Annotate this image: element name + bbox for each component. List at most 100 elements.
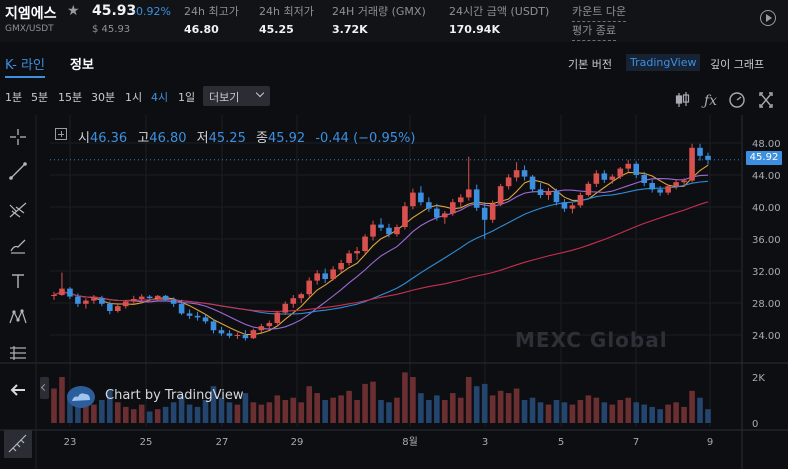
candle-body [633, 163, 640, 175]
chart-tools: ƒx [675, 92, 773, 109]
candle-body [202, 317, 209, 322]
volume-axis-label: 2K [752, 373, 765, 384]
interval-15m[interactable]: 15분 [58, 91, 83, 104]
volume-bar [194, 406, 201, 423]
fullscreen-icon[interactable] [759, 92, 773, 108]
favorite-star-icon[interactable]: ★ [67, 3, 80, 19]
volume-bar [394, 397, 400, 423]
volume-bar [386, 402, 392, 423]
low-value: 45.25 [259, 23, 294, 36]
candle-body [274, 312, 281, 323]
ruler-icon[interactable] [4, 430, 32, 458]
candle-body [657, 189, 663, 193]
candle-body [529, 176, 536, 190]
candle-body [67, 288, 73, 297]
amount-value: 170.94K [449, 23, 500, 36]
candle-body [402, 206, 408, 227]
volume-bar [218, 397, 225, 423]
text-tool-icon[interactable] [8, 271, 28, 291]
volume-bar [561, 402, 568, 423]
pattern-tool-icon[interactable] [8, 307, 28, 327]
candle-body [681, 180, 687, 183]
time-axis-label: 25 [140, 437, 153, 448]
volume-bar [314, 393, 320, 423]
candle-body [505, 177, 512, 187]
chart-area[interactable]: 48.00 44.00 40.00 36.00 32.00 28.00 24.00 23 25 2… [0, 115, 788, 469]
volume-bar [489, 395, 496, 423]
tradingview-logo-icon[interactable] [67, 386, 95, 408]
play-icon[interactable] [760, 10, 776, 26]
volume-bar [242, 393, 249, 423]
legend-toggle-icon[interactable] [55, 128, 67, 140]
candlestick-chart[interactable]: 48.00 44.00 40.00 36.00 32.00 28.00 24.00 23 25 2… [0, 115, 788, 469]
candle-body [338, 263, 344, 270]
volume-bar [122, 406, 129, 423]
collapse-toolbar-handle[interactable] [40, 377, 49, 399]
volume-bar [154, 409, 161, 423]
volume-bar [67, 397, 73, 423]
volume-axis-label: 0 [752, 419, 758, 430]
tradingview-button[interactable]: TradingView [626, 54, 701, 71]
volume-bar [513, 388, 520, 423]
trend-line-icon[interactable] [8, 161, 28, 181]
interval-1m[interactable]: 1분 [5, 91, 23, 104]
candle-body [545, 191, 552, 195]
volume-bar [537, 402, 544, 423]
volume-bar [689, 390, 695, 423]
candle-body [473, 189, 480, 208]
volume-bar [569, 404, 576, 423]
candle-body [226, 333, 233, 336]
candle-body [410, 192, 416, 207]
candle-type-icon[interactable] [675, 92, 690, 107]
volume-bar [330, 397, 336, 423]
interval-5m[interactable]: 5분 [31, 91, 49, 104]
measure-tool-icon[interactable] [8, 343, 28, 363]
volume-bar [162, 406, 169, 423]
price-change: -0.92% [132, 5, 171, 18]
volume-bar [322, 400, 328, 423]
candle-body [362, 236, 368, 251]
candle-body [497, 186, 504, 204]
time-axis-label: 7 [633, 437, 639, 448]
settings-icon[interactable] [729, 92, 745, 108]
interval-1h[interactable]: 1시 [125, 91, 143, 104]
candle-body [59, 288, 65, 295]
volume-bar [258, 404, 265, 423]
interval-1d[interactable]: 1일 [178, 91, 196, 104]
candle-body [553, 191, 560, 203]
volume-label: 24H 거래량 (GMX) [332, 5, 426, 18]
candle-body [234, 335, 241, 336]
tab-info[interactable]: 정보 [70, 58, 94, 73]
volume-bar [282, 400, 289, 423]
price-axis-label: 40.00 [752, 203, 781, 214]
amount-label: 24시간 금액 (USDT) [449, 5, 550, 18]
volume-bar [138, 404, 145, 423]
last-price-tag: 45.92 [746, 151, 782, 165]
candle-body [146, 296, 153, 299]
candle-body [705, 155, 711, 160]
volume-bar [410, 377, 416, 423]
volume-bar [577, 400, 584, 423]
back-arrow-icon[interactable] [8, 380, 28, 400]
candle-body [378, 224, 384, 228]
candle-body [194, 315, 201, 318]
volume-bar [354, 400, 360, 423]
more-intervals-dropdown[interactable]: 더보기 [203, 86, 270, 106]
moving-average-line [53, 180, 709, 315]
tradingview-badge[interactable]: Chart by TradingView [105, 388, 244, 403]
tab-kline[interactable]: K- 라인 [5, 54, 45, 78]
interval-30m[interactable]: 30분 [91, 91, 116, 104]
depth-chart-button[interactable]: 깊이 그래프 [710, 58, 765, 71]
indicators-icon[interactable]: ƒx [701, 93, 717, 109]
volume-bar [593, 397, 600, 423]
fib-tool-icon[interactable] [8, 199, 28, 219]
basic-version-button[interactable]: 기본 버전 [568, 58, 612, 71]
countdown-info[interactable]: 카운트 다운 평가 종료 [572, 3, 627, 41]
interval-4h[interactable]: 4시 [151, 91, 169, 104]
symbol-name[interactable]: 지엠에스 [5, 6, 57, 22]
candle-body [609, 176, 616, 180]
candle-body [569, 205, 576, 209]
crosshair-icon[interactable] [8, 127, 28, 147]
candle-body [386, 227, 392, 235]
brush-icon[interactable] [8, 235, 28, 255]
